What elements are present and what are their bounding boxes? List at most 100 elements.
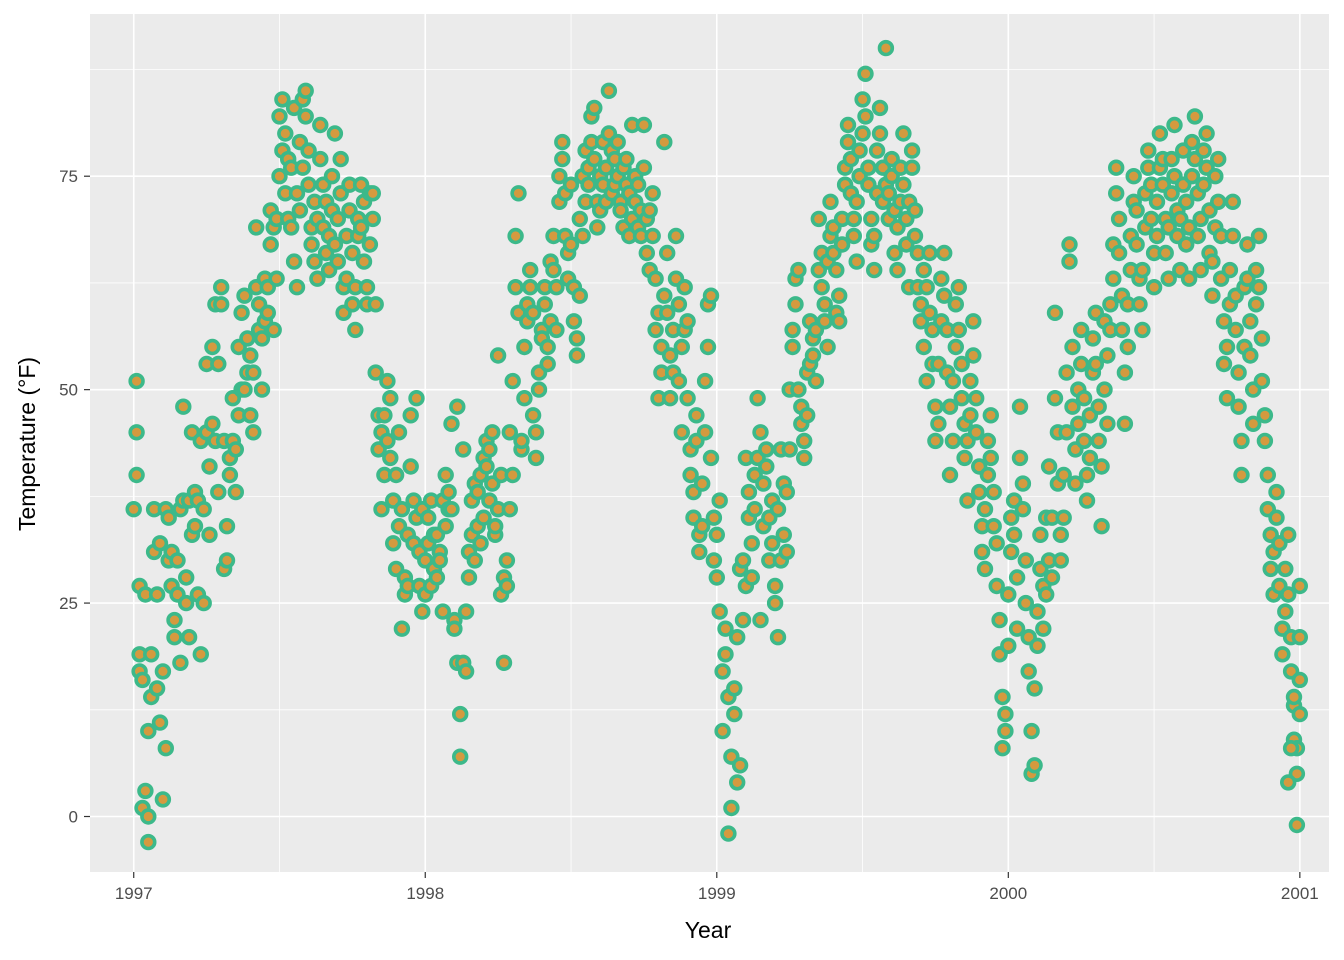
data-point: [1140, 142, 1157, 159]
data-point: [580, 176, 597, 193]
data-point: [658, 304, 676, 321]
data-point: [1268, 509, 1285, 526]
data-point: [516, 390, 533, 407]
data-point: [699, 338, 717, 356]
data-point: [848, 193, 865, 211]
data-point: [927, 398, 944, 415]
data-point: [157, 739, 175, 757]
data-point: [484, 424, 501, 441]
data-point: [565, 313, 583, 330]
data-point: [1288, 816, 1306, 834]
data-point: [933, 270, 950, 287]
data-point: [545, 261, 562, 279]
data-point: [711, 603, 728, 620]
data-point: [443, 415, 460, 432]
data-point: [717, 620, 734, 637]
data-point: [1075, 432, 1093, 450]
data-point: [857, 65, 874, 83]
data-point: [524, 407, 542, 424]
data-point: [1058, 364, 1075, 381]
data-point: [985, 483, 1002, 501]
data-point: [498, 552, 516, 569]
data-point: [839, 116, 857, 134]
data-point: [134, 671, 151, 689]
data-point: [763, 535, 781, 552]
data-point: [151, 714, 169, 731]
data-point: [828, 261, 845, 279]
data-point: [385, 535, 402, 552]
data-point: [554, 133, 571, 151]
data-point: [1256, 407, 1274, 424]
data-point: [845, 227, 862, 245]
data-point: [242, 407, 259, 424]
data-point: [798, 407, 816, 424]
data-point: [1026, 680, 1043, 697]
data-point: [387, 466, 405, 484]
data-point: [962, 372, 979, 390]
plot-panel: [90, 14, 1329, 872]
data-point: [1148, 193, 1166, 211]
data-point: [589, 219, 606, 236]
data-point: [326, 236, 344, 253]
data-point: [245, 364, 262, 381]
data-point: [1046, 390, 1064, 407]
data-point: [1291, 671, 1309, 689]
data-point: [755, 475, 772, 492]
data-point: [1020, 663, 1037, 680]
data-point: [358, 279, 376, 296]
x-axis-title: Year: [685, 917, 732, 943]
data-point: [160, 509, 177, 526]
data-point: [204, 338, 221, 356]
data-point: [1107, 185, 1125, 202]
data-point: [562, 236, 580, 253]
data-point: [326, 125, 344, 142]
data-point: [944, 432, 962, 450]
data-point: [382, 449, 399, 467]
data-point: [1195, 176, 1212, 193]
data-point: [705, 552, 723, 569]
data-point: [571, 287, 588, 304]
data-point: [1052, 552, 1070, 569]
data-point: [927, 432, 944, 450]
data-point: [268, 270, 285, 287]
data-point: [466, 552, 483, 569]
data-point: [1067, 475, 1084, 492]
data-point: [192, 646, 210, 663]
data-point: [647, 321, 664, 339]
data-point: [752, 424, 769, 441]
data-point: [300, 142, 317, 159]
data-point: [1070, 415, 1087, 432]
data-point: [667, 227, 685, 245]
data-point: [965, 313, 982, 330]
data-point: [527, 449, 545, 467]
data-point: [1061, 236, 1078, 253]
data-point: [1029, 603, 1046, 620]
data-point: [871, 99, 889, 117]
data-point: [452, 748, 469, 765]
data-point: [1064, 338, 1081, 356]
data-point: [967, 424, 985, 441]
data-point: [863, 210, 880, 228]
data-point: [571, 210, 588, 228]
data-point: [1227, 321, 1244, 339]
data-point: [221, 466, 239, 484]
data-point: [175, 398, 192, 415]
data-point: [527, 424, 545, 441]
data-point: [128, 424, 145, 441]
data-point: [1166, 116, 1183, 134]
data-point: [166, 611, 183, 629]
data-point: [988, 535, 1005, 552]
data-point: [854, 91, 871, 108]
data-point: [830, 287, 848, 304]
data-point: [586, 99, 603, 117]
data-point: [309, 270, 326, 287]
data-point: [361, 236, 379, 253]
data-point: [1282, 739, 1300, 757]
data-point: [1017, 594, 1035, 612]
data-point: [997, 722, 1014, 740]
y-tick-label: 0: [69, 808, 78, 827]
data-point: [440, 483, 457, 501]
data-point: [1218, 338, 1236, 356]
data-point: [1128, 202, 1145, 219]
data-point: [839, 133, 857, 151]
